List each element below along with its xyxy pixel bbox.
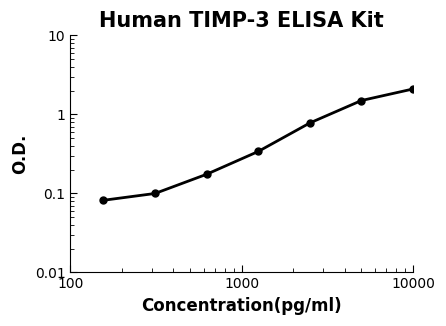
Point (255, 149, 262, 154)
Point (358, 98, 365, 103)
X-axis label: Concentration(pg/ml): Concentration(pg/ml) (141, 297, 342, 315)
Point (152, 191, 159, 196)
Title: Human TIMP-3 ELISA Kit: Human TIMP-3 ELISA Kit (99, 11, 384, 31)
Point (306, 120, 314, 126)
Point (203, 172, 210, 177)
Y-axis label: O.D.: O.D. (11, 134, 29, 174)
Point (100, 198, 107, 203)
Point (409, 86, 417, 92)
